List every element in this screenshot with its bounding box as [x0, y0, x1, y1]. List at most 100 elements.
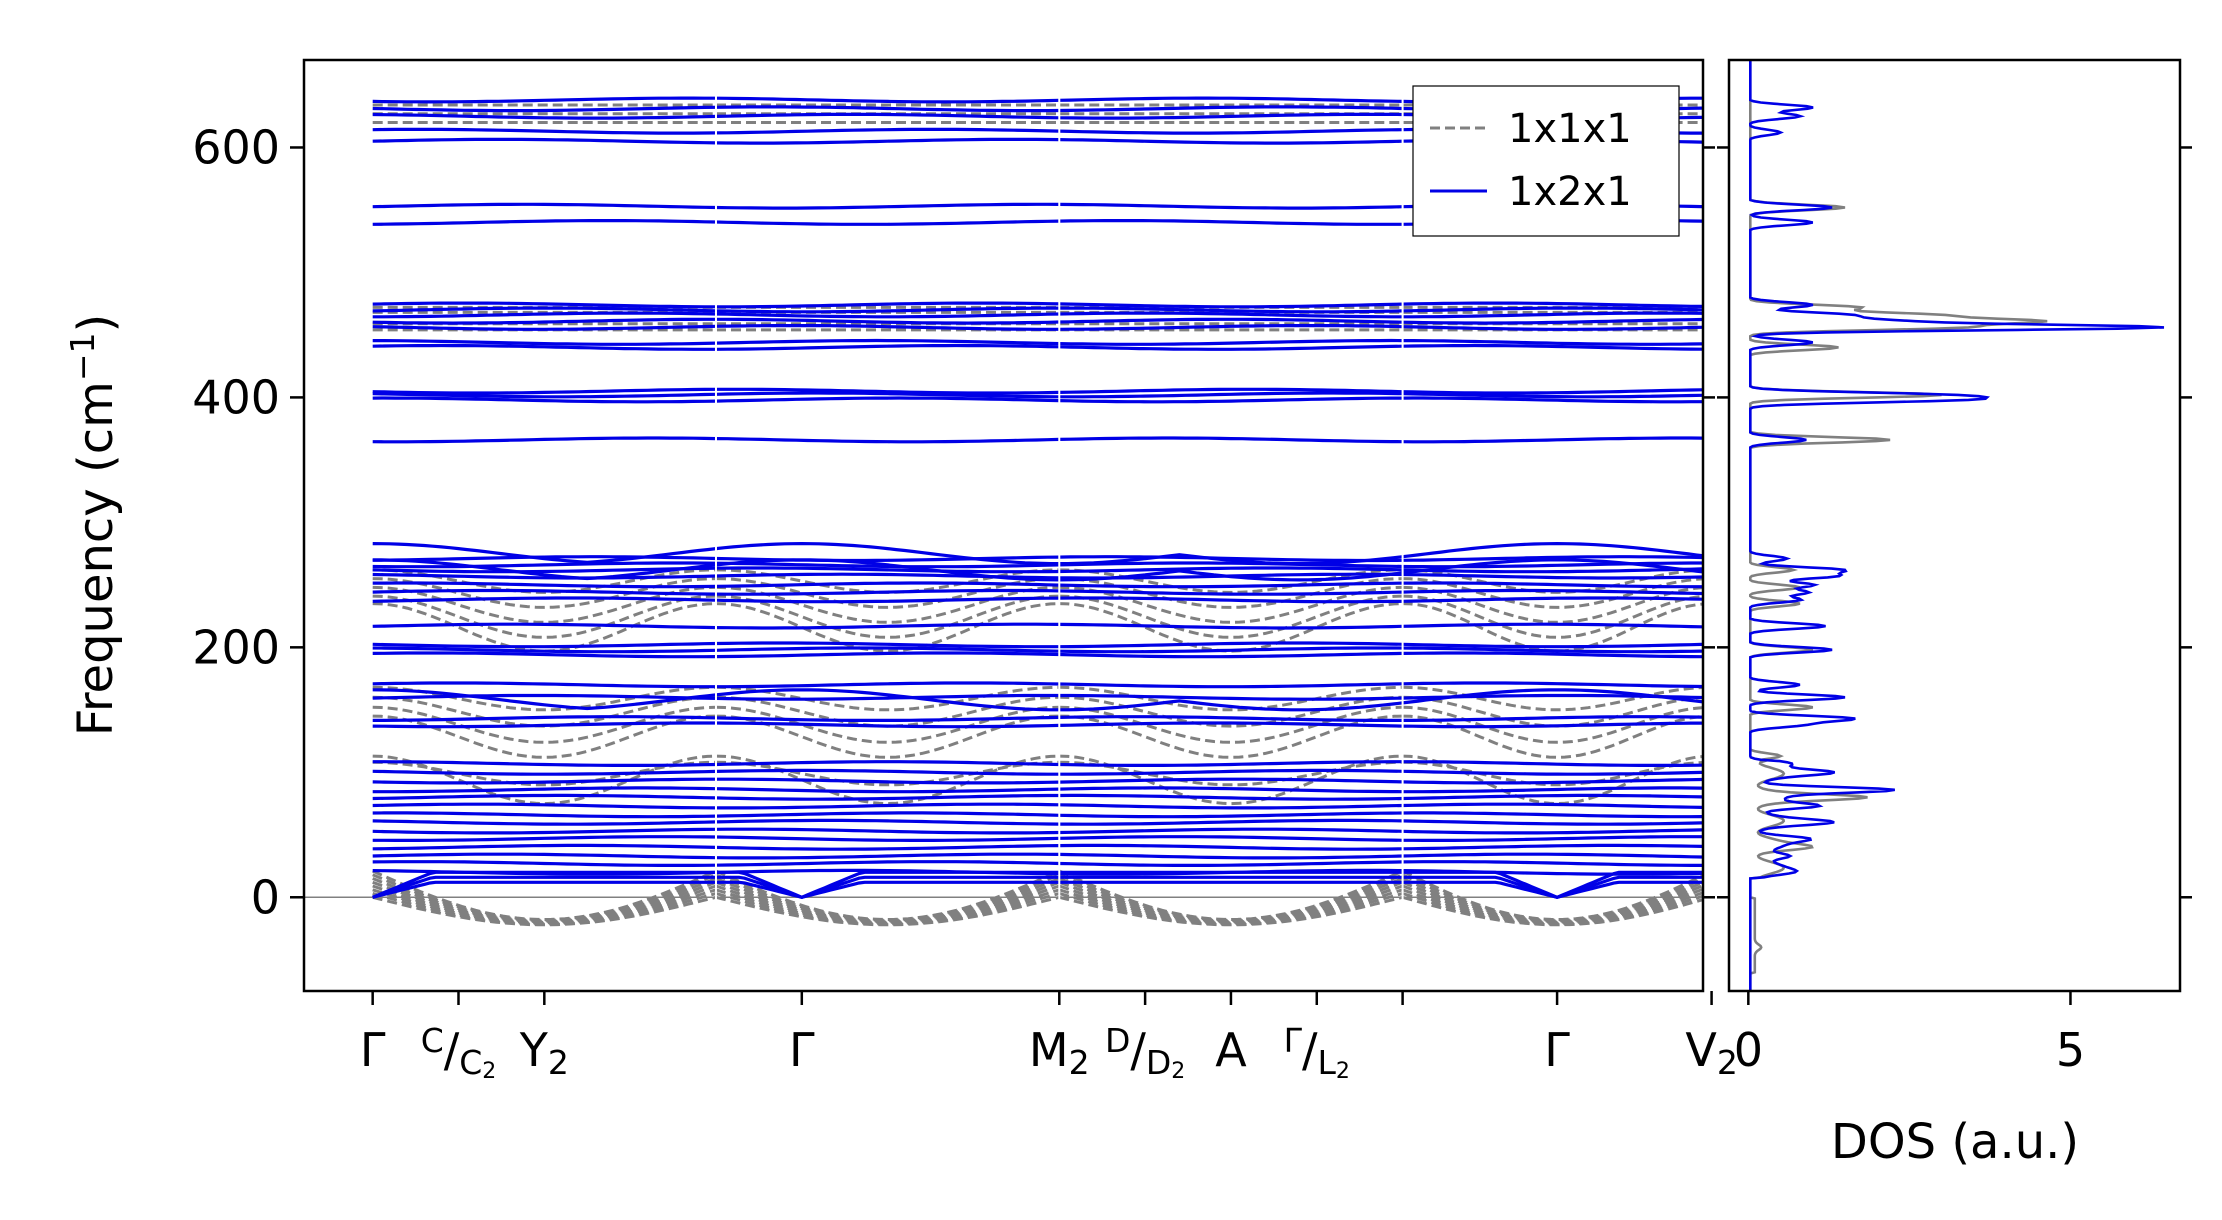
dos-plot-area [1729, 60, 2180, 991]
band-1x2x1-30-seg-2 [1059, 715, 1403, 722]
legend-label-1x1x1: 1x1x1 [1508, 106, 1632, 152]
band-1x2x1-acoustic-2-seg-0 [372, 880, 716, 899]
band-1x2x1-wavy-1-seg-1 [715, 558, 1060, 582]
band-plot-frame [302, 58, 1705, 993]
band-1x2x1-1-seg-1 [715, 127, 1060, 135]
k-label-8-main: Γ [1544, 1023, 1570, 1077]
band-1x1x1-soft-mode-7-seg-1 [715, 869, 1060, 922]
band-1x2x1-wavy-0-seg-0 [372, 688, 717, 711]
band-1x1x1-dip-4-seg-3 [1402, 602, 1703, 653]
band-1x2x1-37-seg-1 [715, 793, 1060, 801]
band-1x2x1-12-seg-3 [1402, 306, 1703, 313]
band-1x2x1-wavy-1-seg-2 [1059, 569, 1403, 582]
band-1x1x1-soft-mode-3-seg-3 [1402, 884, 1703, 925]
k-label-7-lower: L [1318, 1043, 1337, 1082]
band-1x2x1-acoustic-2-seg-3 [1402, 880, 1703, 899]
band-1x2x1-17-seg-2 [1059, 436, 1403, 444]
y-tick-label-200: 200 [192, 620, 280, 674]
band-1x1x1-dip-10-seg-0 [372, 760, 717, 787]
k-label-2-main: Y [519, 1023, 549, 1077]
band-1x2x1-33-seg-1 [715, 760, 1060, 767]
band-1x2x1-25-seg-3 [1402, 622, 1703, 629]
band-1x2x1-36-seg-3 [1402, 786, 1703, 794]
k-label-8: Γ [1544, 1023, 1570, 1077]
band-1x2x1-wavy-2-seg-0 [372, 542, 717, 564]
band-1x1x1-dip-2-seg-1 [715, 585, 1060, 624]
band-1x2x1-43-seg-2 [1059, 843, 1403, 851]
band-1x2x1-18-seg-1 [715, 596, 1060, 604]
band-1x2x1-35-seg-2 [1059, 777, 1403, 784]
k-label-1-upper: C [421, 1021, 444, 1060]
band-1x2x1-42-seg-2 [1059, 835, 1403, 842]
band-1x2x1-2-seg-1 [715, 112, 1060, 120]
band-1x2x1-38-seg-0 [372, 802, 717, 810]
band-1x1x1-dip-5-seg-1 [715, 685, 1060, 712]
band-1x2x1-36-seg-0 [372, 786, 717, 794]
band-1x2x1-1-seg-2 [1059, 128, 1403, 135]
band-1x2x1-39-seg-1 [715, 811, 1060, 818]
band-1x2x1-13-seg-0 [372, 301, 716, 309]
band-1x2x1-9-seg-3 [1402, 325, 1703, 331]
band-1x2x1-21-seg-0 [372, 572, 717, 580]
band-1x2x1-36-seg-2 [1059, 786, 1403, 794]
band-1x1x1-soft-mode-3-seg-1 [715, 884, 1060, 925]
band-1x2x1-26-seg-1 [715, 651, 1060, 659]
band-1x2x1-7-seg-0 [372, 343, 716, 351]
band-1x1x1-soft-mode-4-seg-0 [372, 880, 717, 924]
band-1x2x1-45-seg-3 [1402, 860, 1703, 867]
band-1x2x1-9-seg-1 [715, 324, 1060, 331]
band-1x2x1-7-seg-2 [1059, 344, 1403, 351]
dos-x-tick-label-0: 0 [1734, 1023, 1763, 1077]
band-1x2x1-6-seg-2 [1059, 202, 1403, 210]
band-1x2x1-wavy-1-seg-0 [372, 558, 717, 581]
band-1x1x1-soft-mode-2-seg-0 [372, 888, 717, 925]
k-label-7-slash: / [1302, 1023, 1318, 1077]
band-1x2x1-11-seg-1 [715, 312, 1060, 319]
band-1x1x1-soft-mode-6-seg-1 [715, 873, 1060, 922]
band-1x1x1-dip-10-seg-1 [715, 760, 1060, 787]
band-1x1x1-dip-5-seg-2 [1059, 685, 1403, 712]
band-1x2x1-24-seg-3 [1402, 555, 1703, 562]
band-1x2x1-2-seg-2 [1059, 112, 1403, 120]
band-1x1x1-dip-5-seg-3 [1402, 685, 1703, 712]
band-1x2x1-10-seg-3 [1402, 317, 1703, 325]
band-1x2x1-45-seg-2 [1059, 860, 1403, 867]
band-1x2x1-25-seg-0 [372, 622, 717, 630]
band-1x2x1-45-seg-0 [372, 860, 717, 867]
band-1x2x1-17-seg-0 [372, 436, 717, 444]
band-1x2x1-6-seg-1 [715, 202, 1060, 210]
k-label-2: Y2 [519, 1023, 569, 1082]
band-1x2x1-8-seg-2 [1059, 338, 1403, 346]
band-1x2x1-4-seg-2 [1059, 96, 1403, 103]
k-label-2-index: 2 [548, 1043, 569, 1082]
band-1x1x1-dip-6-seg-2 [1059, 695, 1403, 728]
band-1x2x1-wavy-2-seg-1 [715, 541, 1060, 566]
band-1x2x1-0-seg-0 [372, 137, 717, 145]
band-1x2x1-44-seg-3 [1402, 852, 1703, 859]
band-1x2x1-37-seg-2 [1059, 793, 1403, 801]
band-1x1x1-dip-2-seg-0 [372, 585, 717, 624]
band-1x2x1-36-seg-1 [715, 787, 1060, 794]
band-1x2x1-31-seg-0 [372, 693, 717, 700]
band-1x2x1-wavy-0-seg-3 [1402, 688, 1703, 705]
band-1x1x1-dip-3-seg-3 [1402, 594, 1703, 639]
band-1x2x1-32-seg-3 [1402, 681, 1703, 689]
band-1x2x1-38-seg-2 [1059, 803, 1403, 810]
band-1x2x1-29-seg-2 [1059, 721, 1403, 728]
band-1x2x1-34-seg-3 [1402, 769, 1703, 776]
band-1x1x1-soft-mode-2-seg-1 [715, 888, 1060, 925]
band-1x2x1-16-seg-2 [1059, 387, 1403, 394]
band-1x2x1-35-seg-0 [372, 777, 716, 785]
band-1x2x1-28-seg-0 [372, 641, 717, 649]
band-1x2x1-32-seg-1 [716, 681, 1060, 689]
band-1x2x1-10-seg-0 [372, 317, 716, 325]
band-1x2x1-30-seg-1 [715, 715, 1060, 722]
band-1x2x1-14-seg-2 [1059, 396, 1403, 404]
band-1x1x1-soft-mode-5-seg-0 [372, 877, 717, 923]
k-label-0: Γ [360, 1023, 386, 1077]
y-tick-label-600: 600 [192, 120, 280, 174]
band-1x1x1-dip-5-seg-0 [372, 685, 717, 712]
k-label-9-main: V [1685, 1023, 1717, 1077]
